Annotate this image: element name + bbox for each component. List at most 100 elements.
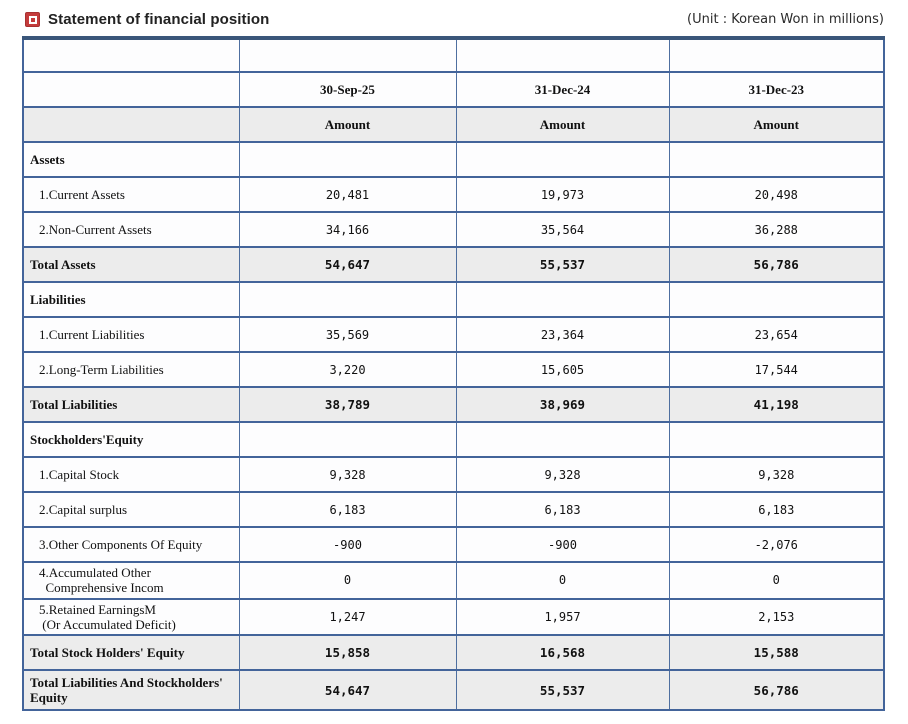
amount-value: 6,183 [238,491,457,528]
amount-value: 0 [668,561,885,600]
amount-value: 34,166 [238,211,457,248]
amount-value [455,281,670,318]
header-empty-cell [668,37,885,73]
amount-value: 9,328 [668,456,885,493]
amount-header-row: Amount Amount Amount [22,106,885,143]
amount-value [455,141,670,178]
table-row: 2.Long-Term Liabilities 3,220 15,605 17,… [22,351,885,388]
table-row: Total Assets 54,647 55,537 56,786 [22,246,885,283]
amount-value: 55,537 [455,669,670,712]
table-row: 1.Current Liabilities 35,569 23,364 23,6… [22,316,885,353]
row-label: 2.Non-Current Assets [22,211,240,248]
amount-value: 55,537 [455,246,670,283]
red-square-icon [25,12,40,27]
amount-value: 1,957 [455,597,670,637]
red-square-icon-inner [28,15,37,24]
table-row: Stockholders'Equity [22,421,885,458]
table-row: Total Liabilities And Stockholders' Equi… [22,669,885,712]
amount-value: 19,973 [455,176,670,213]
date-header-cell: 31-Dec-23 [668,71,885,108]
row-label: 4.Accumulated Other Comprehensive Incom [22,561,240,600]
table-row: 2.Non-Current Assets 34,166 35,564 36,28… [22,211,885,248]
header-empty-row [22,37,885,73]
header-empty-cell [238,37,457,73]
table-row: 3.Other Components Of Equity -900 -900 -… [22,526,885,563]
amount-value: 54,647 [238,246,457,283]
table-row: 5.Retained EarningsM (Or Accumulated Def… [22,597,885,637]
report-header: Statement of financial position (Unit : … [0,0,908,36]
amount-value: 15,588 [668,634,885,672]
amount-value: 23,654 [668,316,885,353]
amount-value: 6,183 [455,491,670,528]
amount-value: 9,328 [238,456,457,493]
title-wrap: Statement of financial position [25,11,269,28]
row-label: Total Liabilities And Stockholders' Equi… [22,669,240,712]
amount-value: 16,568 [455,634,670,672]
page-title: Statement of financial position [48,11,270,28]
amount-value: 41,198 [668,386,885,423]
amount-value [668,421,885,458]
row-label: Stockholders'Equity [22,421,240,458]
header-empty-cell [22,37,240,73]
amount-value: 15,605 [455,351,670,388]
row-label: 3.Other Components Of Equity [22,526,240,563]
table-row: 4.Accumulated Other Comprehensive Incom … [22,561,885,600]
header-empty-cell [22,106,240,143]
amount-header-cell: Amount [238,106,457,143]
header-empty-cell [22,71,240,108]
amount-value: 9,328 [455,456,670,493]
amount-value: -900 [455,526,670,563]
row-label: Liabilities [22,281,240,318]
amount-header-cell: Amount [455,106,670,143]
financial-position-table: 30-Sep-25 31-Dec-24 31-Dec-23 Amount Amo… [22,36,885,712]
amount-value: 20,498 [668,176,885,213]
row-label: 1.Current Liabilities [22,316,240,353]
amount-value: 0 [455,561,670,600]
amount-header-cell: Amount [668,106,885,143]
date-header-row: 30-Sep-25 31-Dec-24 31-Dec-23 [22,71,885,108]
amount-value: 56,786 [668,246,885,283]
amount-value [668,141,885,178]
amount-value: 15,858 [238,634,457,672]
table-row: 1.Current Assets 20,481 19,973 20,498 [22,176,885,213]
amount-value: 3,220 [238,351,457,388]
amount-value [455,421,670,458]
row-label: 1.Current Assets [22,176,240,213]
date-header-cell: 31-Dec-24 [455,71,670,108]
amount-value: 35,569 [238,316,457,353]
amount-value: 6,183 [668,491,885,528]
amount-value: 38,789 [238,386,457,423]
amount-value: 1,247 [238,597,457,637]
table-row: Total Stock Holders' Equity 15,858 16,56… [22,634,885,672]
table-row: Assets [22,141,885,178]
table-row: 2.Capital surplus 6,183 6,183 6,183 [22,491,885,528]
amount-value: 20,481 [238,176,457,213]
row-label: Total Liabilities [22,386,240,423]
amount-value [238,141,457,178]
amount-value [668,281,885,318]
amount-value: -900 [238,526,457,563]
table-row: 1.Capital Stock 9,328 9,328 9,328 [22,456,885,493]
amount-value: 36,288 [668,211,885,248]
row-label: 5.Retained EarningsM (Or Accumulated Def… [22,597,240,637]
amount-value: 56,786 [668,669,885,712]
amount-value: 23,364 [455,316,670,353]
row-label: 2.Capital surplus [22,491,240,528]
amount-value: 17,544 [668,351,885,388]
header-empty-cell [455,37,670,73]
date-header-cell: 30-Sep-25 [238,71,457,108]
row-label: Total Stock Holders' Equity [22,634,240,672]
amount-value [238,281,457,318]
table-row: Liabilities [22,281,885,318]
amount-value: 54,647 [238,669,457,712]
unit-note: (Unit : Korean Won in millions) [687,12,884,27]
row-label: 1.Capital Stock [22,456,240,493]
row-label: Assets [22,141,240,178]
amount-value: 38,969 [455,386,670,423]
amount-value: 35,564 [455,211,670,248]
table-row: Total Liabilities 38,789 38,969 41,198 [22,386,885,423]
row-label: 2.Long-Term Liabilities [22,351,240,388]
amount-value: 0 [238,561,457,600]
amount-value [238,421,457,458]
